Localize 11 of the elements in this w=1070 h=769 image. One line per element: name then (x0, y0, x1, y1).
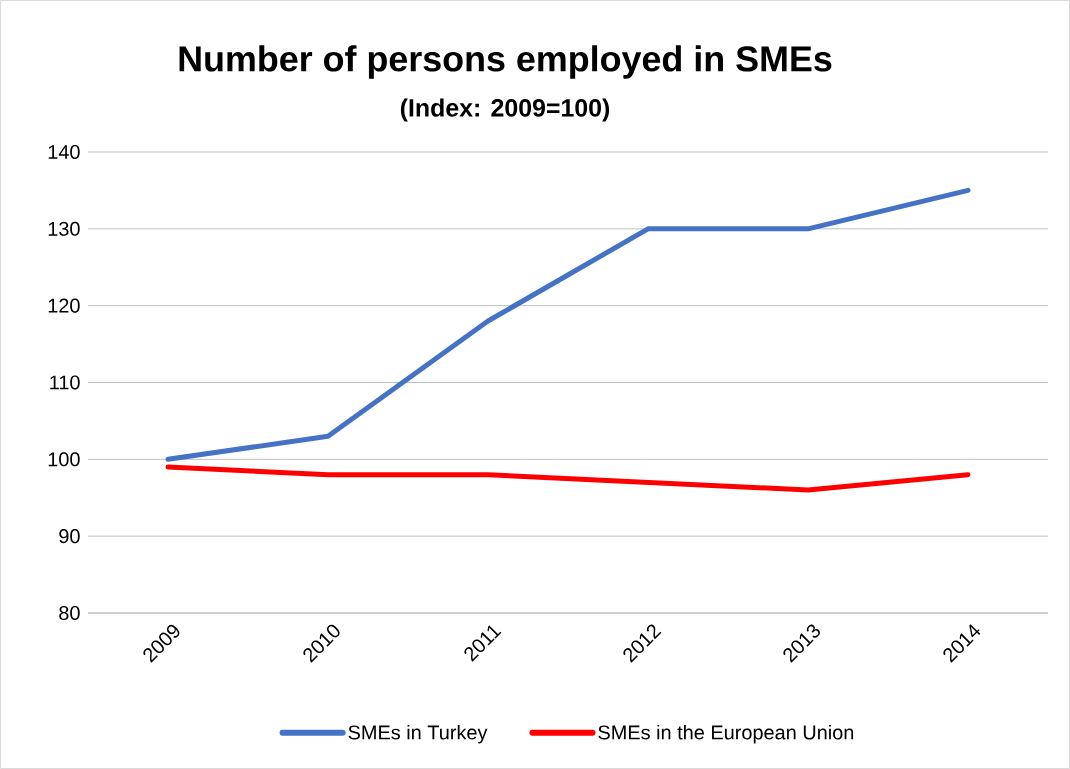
y-tick-label: 140 (48, 144, 80, 160)
y-tick-label: 80 (59, 605, 80, 621)
y-tick-label: 120 (48, 298, 80, 313)
y-tick-label: 110 (50, 375, 80, 390)
chart-title: Number of persons employed in SMEs (179, 45, 832, 79)
y-tick-label: 90 (59, 529, 80, 544)
y-tick-label: 100 (48, 452, 80, 467)
legend-label: SMEs in Turkey (348, 724, 488, 744)
chart-subtitle: (Index: 2009=100) (400, 98, 610, 122)
y-tick-label: 130 (48, 221, 80, 236)
legend-label: SMEs in the European Union (598, 724, 854, 744)
